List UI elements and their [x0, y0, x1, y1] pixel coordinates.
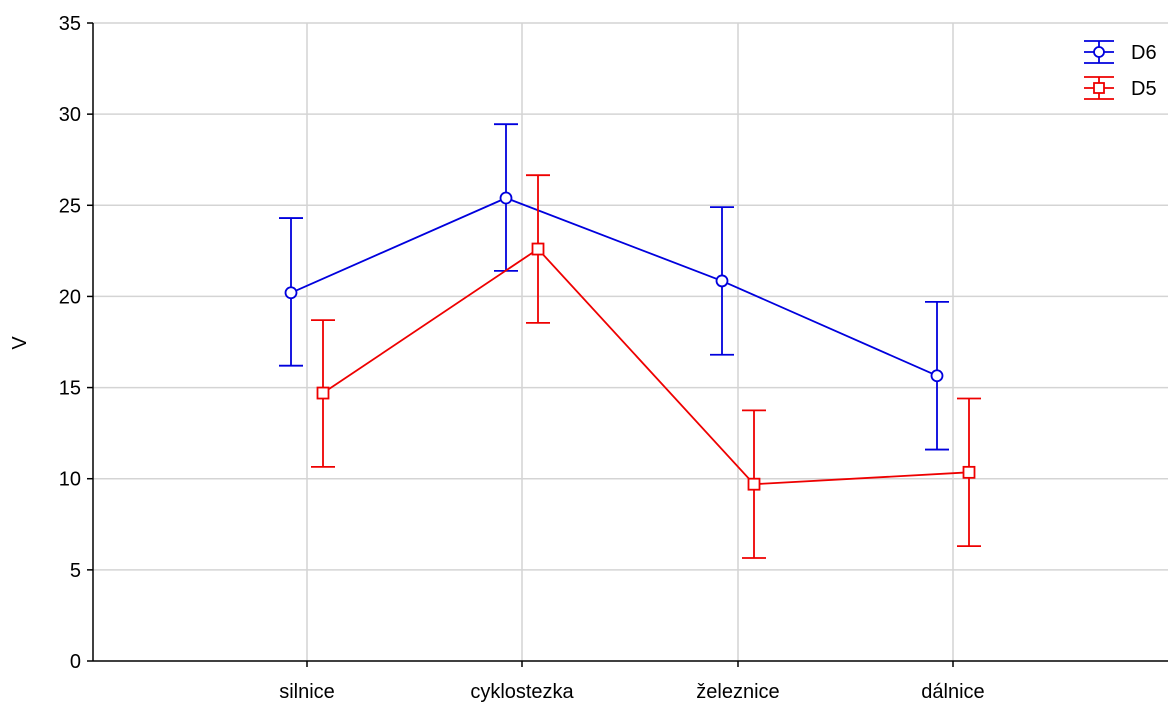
y-tick-label: 25 [59, 195, 81, 217]
y-tick-label: 30 [59, 104, 81, 126]
y-tick-label: 10 [59, 469, 81, 491]
legend-label: D5 [1131, 78, 1157, 100]
legend-item-D5: D5 [1084, 76, 1157, 100]
series-line [290, 197, 938, 377]
y-tick-label: 20 [59, 286, 81, 308]
grid [93, 22, 1168, 661]
series-D6 [279, 123, 949, 451]
x-tick-label: silnice [279, 681, 335, 703]
x-ticks: silnice cyklostezka železnice dálnice [279, 661, 985, 703]
y-tick-label: 0 [70, 651, 81, 673]
series [279, 123, 981, 559]
series-D5 [311, 174, 981, 559]
x-tick-label: cyklostezka [470, 681, 574, 703]
legend-item-D6: D6 [1084, 40, 1157, 64]
y-ticks: 0 5 10 15 20 25 30 35 [59, 13, 93, 673]
legend-marker [1093, 46, 1105, 58]
y-axis-label: V [9, 336, 31, 350]
data-point [715, 274, 729, 288]
data-point [316, 386, 330, 400]
data-point [747, 477, 761, 491]
y-tick-label: 5 [70, 560, 81, 582]
legend-label: D6 [1131, 42, 1157, 64]
data-point [499, 191, 513, 205]
y-tick-label: 15 [59, 378, 81, 400]
y-tick-label: 35 [59, 13, 81, 35]
data-point [962, 465, 976, 479]
x-tick-label: železnice [696, 681, 779, 703]
legend: D6 D5 [1084, 40, 1157, 100]
data-point [284, 286, 298, 300]
series-line [322, 247, 970, 486]
data-point [531, 242, 545, 256]
axes [92, 23, 1168, 662]
data-point [930, 369, 944, 383]
legend-marker [1093, 82, 1105, 94]
x-tick-label: dálnice [921, 681, 984, 703]
